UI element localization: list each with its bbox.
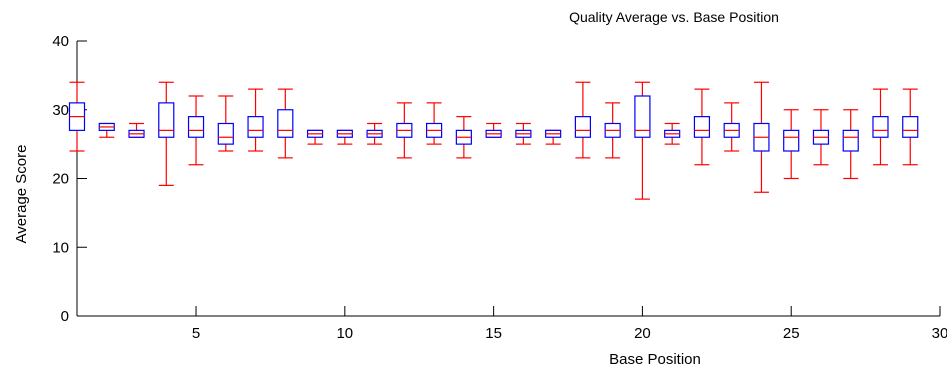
box-item xyxy=(515,122,532,145)
box-item xyxy=(812,109,830,166)
box-item xyxy=(693,88,711,166)
box-item xyxy=(723,102,740,152)
box-item xyxy=(336,129,353,145)
x-tick-label: 30 xyxy=(932,325,947,342)
y-axis: 0 10 20 30 40 xyxy=(52,33,87,325)
box-rect xyxy=(247,116,264,138)
box-rect xyxy=(842,129,859,152)
box-item xyxy=(158,81,175,186)
box-rect xyxy=(634,95,651,138)
box-rect xyxy=(158,102,175,138)
box-item xyxy=(753,81,770,193)
box-rect xyxy=(872,116,889,138)
x-tick-label: 15 xyxy=(485,325,502,342)
x-axis: 5 10 15 20 25 30 xyxy=(77,306,947,342)
box-item xyxy=(604,102,621,159)
box-item xyxy=(485,122,502,138)
box-item xyxy=(842,109,859,180)
box-item xyxy=(574,81,591,159)
box-rect xyxy=(187,116,205,138)
box-item xyxy=(783,109,800,180)
box-item xyxy=(366,122,383,145)
box-series xyxy=(68,81,919,200)
box-item xyxy=(634,81,651,200)
box-item xyxy=(426,102,443,145)
box-item xyxy=(217,95,234,152)
box-rect xyxy=(574,116,591,138)
chart-title: Quality Average vs. Base Position xyxy=(569,9,779,25)
box-item xyxy=(98,122,115,138)
box-rect xyxy=(902,116,919,138)
x-tick-label: 5 xyxy=(192,325,200,342)
x-tick-label: 20 xyxy=(634,325,651,342)
x-axis-label: Base Position xyxy=(609,351,701,368)
y-tick-label: 0 xyxy=(61,308,69,325)
x-tick-label: 25 xyxy=(783,325,800,342)
x-tick-label: 10 xyxy=(336,325,353,342)
box-item xyxy=(306,129,324,145)
y-tick-label: 30 xyxy=(52,102,69,119)
box-rect xyxy=(277,109,294,138)
box-item xyxy=(664,122,681,145)
box-item xyxy=(545,129,562,145)
box-item xyxy=(396,102,413,159)
box-item xyxy=(902,88,919,166)
box-item xyxy=(277,88,294,159)
box-item xyxy=(247,88,264,152)
y-tick-label: 20 xyxy=(52,171,69,188)
y-axis-label: Average Score xyxy=(13,145,30,244)
y-tick-label: 10 xyxy=(52,239,69,256)
box-rect xyxy=(217,122,234,145)
box-rect xyxy=(783,129,800,152)
box-item xyxy=(68,81,86,152)
y-tick-label: 40 xyxy=(52,33,69,50)
box-rect xyxy=(693,116,711,138)
box-item xyxy=(128,122,145,138)
box-item xyxy=(872,88,889,166)
box-item xyxy=(187,95,205,166)
box-item xyxy=(455,116,472,159)
